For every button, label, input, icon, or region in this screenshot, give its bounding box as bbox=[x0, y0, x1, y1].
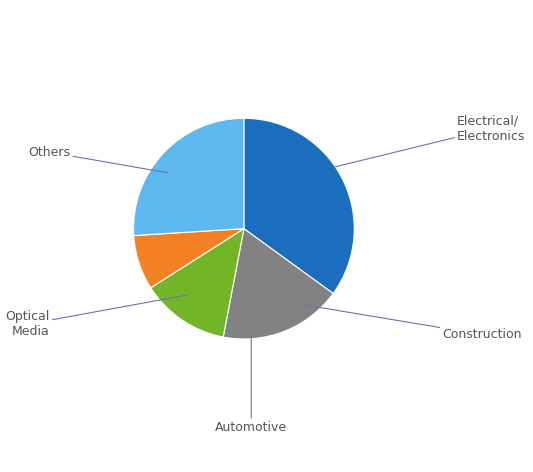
Wedge shape bbox=[134, 228, 244, 288]
Text: Optical
Media: Optical Media bbox=[5, 295, 188, 338]
Text: Construction: Construction bbox=[306, 305, 522, 341]
Text: Automotive: Automotive bbox=[215, 335, 287, 434]
Wedge shape bbox=[244, 118, 354, 294]
Text: Others: Others bbox=[28, 146, 167, 173]
Wedge shape bbox=[134, 118, 244, 236]
Wedge shape bbox=[223, 228, 333, 339]
Text: Electrical/
Electronics: Electrical/ Electronics bbox=[335, 115, 526, 167]
Wedge shape bbox=[151, 228, 244, 337]
